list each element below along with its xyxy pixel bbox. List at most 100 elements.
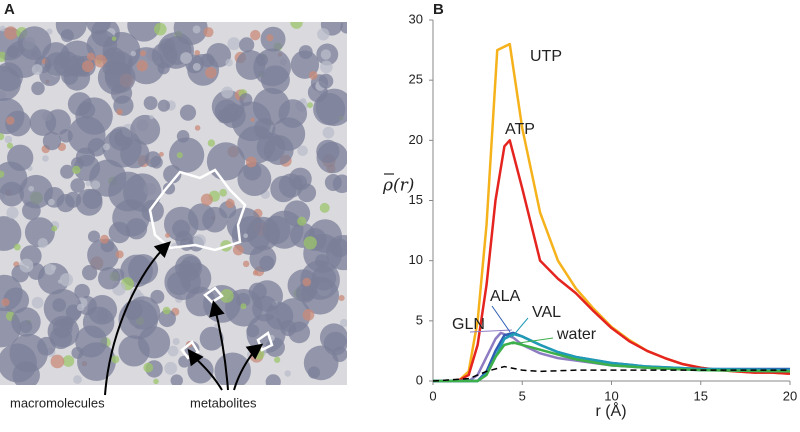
blob xyxy=(253,48,291,87)
x-tick-label: 0 xyxy=(429,388,436,403)
blob xyxy=(73,375,82,384)
blob xyxy=(320,49,332,60)
arrow xyxy=(187,348,223,391)
blob xyxy=(203,27,214,38)
blob xyxy=(167,345,179,357)
blob xyxy=(157,62,170,75)
series-line xyxy=(433,42,791,383)
blob xyxy=(221,86,234,99)
blob xyxy=(59,273,74,287)
blob xyxy=(0,181,25,207)
blob xyxy=(297,145,308,157)
y-tick-label: 5 xyxy=(416,312,423,327)
blob xyxy=(239,93,253,107)
outline xyxy=(203,286,224,304)
blob xyxy=(72,165,81,175)
blob xyxy=(136,60,148,72)
blob xyxy=(74,283,90,300)
blob xyxy=(44,263,56,275)
blob xyxy=(51,225,58,232)
blob xyxy=(130,50,137,57)
blob xyxy=(324,174,342,191)
blob xyxy=(243,233,249,239)
blob xyxy=(127,22,161,42)
blob xyxy=(3,287,30,314)
blob xyxy=(82,306,115,339)
blob xyxy=(163,165,182,184)
blob xyxy=(225,198,235,209)
blob xyxy=(75,97,113,135)
series-line xyxy=(433,341,791,383)
blob xyxy=(108,126,134,151)
blob xyxy=(203,285,241,323)
blob xyxy=(250,29,261,41)
leader-line xyxy=(469,329,513,333)
series-label: ATP xyxy=(505,121,535,138)
blob xyxy=(214,352,251,385)
blob xyxy=(249,245,277,272)
blob xyxy=(87,230,101,243)
blob xyxy=(42,155,49,162)
blob xyxy=(320,60,333,74)
blob xyxy=(225,58,233,67)
blob xyxy=(82,189,103,209)
blob xyxy=(118,299,159,340)
blob xyxy=(319,202,330,213)
blob xyxy=(0,133,5,141)
y-tick-label: 20 xyxy=(409,132,423,147)
blob xyxy=(322,126,335,139)
leader-line xyxy=(511,317,529,338)
blob xyxy=(56,194,75,213)
blob xyxy=(130,114,161,145)
blob xyxy=(82,265,98,281)
y-tick-label: 25 xyxy=(409,72,423,87)
blob xyxy=(143,362,154,373)
blob xyxy=(44,52,69,77)
blob xyxy=(172,337,180,346)
blob xyxy=(116,108,123,116)
blob xyxy=(307,102,313,109)
blob xyxy=(87,239,119,271)
blob xyxy=(154,22,167,36)
blob xyxy=(59,128,73,143)
panel-label: A xyxy=(4,1,15,18)
y-tick-label: 10 xyxy=(409,252,423,267)
blob xyxy=(193,234,206,247)
blob xyxy=(302,309,315,321)
blob xyxy=(4,26,18,40)
blob xyxy=(19,258,34,273)
annotation: macromolecules xyxy=(10,395,105,410)
blob xyxy=(232,244,244,256)
blob xyxy=(246,324,260,338)
blob xyxy=(192,63,201,71)
blob xyxy=(48,198,55,206)
blob xyxy=(158,309,176,328)
blob xyxy=(31,81,45,96)
blob xyxy=(62,355,75,367)
blob xyxy=(162,306,171,315)
blob xyxy=(316,141,347,174)
blob xyxy=(284,370,291,377)
blob xyxy=(164,361,178,375)
blob xyxy=(239,37,255,53)
y-axis-title: ρ(r) xyxy=(382,176,414,196)
blob xyxy=(100,234,109,244)
blob xyxy=(308,70,318,80)
blob xyxy=(139,50,147,57)
blob xyxy=(111,355,120,364)
blob xyxy=(153,378,159,385)
blob xyxy=(158,151,164,157)
blob xyxy=(199,326,224,351)
blob xyxy=(256,132,286,162)
blob xyxy=(76,303,85,312)
x-axis-title: r (Å) xyxy=(595,401,626,420)
blob xyxy=(219,188,227,197)
blob xyxy=(157,99,170,112)
blob xyxy=(290,22,303,29)
arrow xyxy=(104,241,171,396)
blob xyxy=(102,61,117,76)
blob xyxy=(339,318,347,328)
blob xyxy=(163,206,199,242)
blob xyxy=(85,180,92,187)
